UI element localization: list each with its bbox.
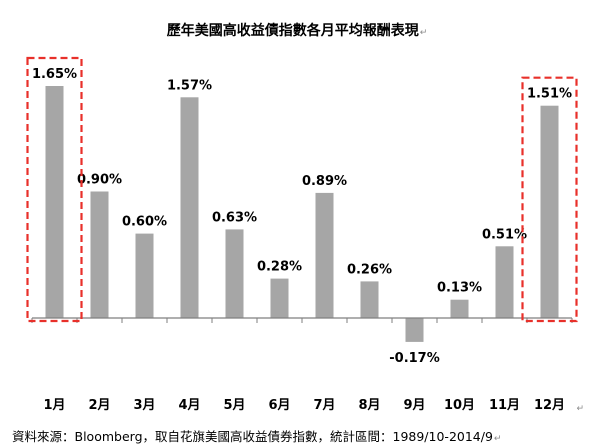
category-label-8: 8月: [358, 398, 380, 413]
highlight-box-12: [521, 76, 578, 323]
data-label-7: 0.89%: [302, 174, 347, 189]
data-label-4: 1.57%: [167, 78, 212, 93]
data-label-11: 0.51%: [482, 227, 527, 242]
category-label-11: 11月: [489, 398, 520, 413]
category-label-4: 4月: [178, 398, 200, 413]
data-label-1: 1.65%: [32, 67, 77, 82]
category-label-7: 7月: [313, 398, 335, 413]
bar-8: [360, 281, 379, 318]
data-label-12: 1.51%: [527, 87, 572, 102]
category-label-10: 10月: [444, 398, 475, 413]
bar-7: [315, 192, 334, 318]
bar-12: [540, 105, 559, 318]
source-return-mark-icon: ↵: [493, 434, 502, 444]
data-label-6: 0.28%: [257, 260, 302, 275]
bar-5: [225, 229, 244, 318]
data-label-9: -0.17%: [389, 351, 440, 366]
bar-11: [495, 246, 514, 318]
category-label-9: 9月: [403, 398, 425, 413]
category-label-5: 5月: [223, 398, 245, 413]
category-label-3: 3月: [133, 398, 155, 413]
highlight-box-1: [26, 56, 83, 323]
bar-3: [135, 233, 154, 318]
data-label-5: 0.63%: [212, 210, 257, 225]
data-label-2: 0.90%: [77, 173, 122, 188]
bar-2: [90, 191, 109, 318]
chart-title-row: 歷年美國高收益債指數各月平均報酬表現↵: [0, 20, 594, 40]
chart-title: 歷年美國高收益債指數各月平均報酬表現: [166, 23, 419, 39]
bar-9: [405, 318, 424, 342]
bar-10: [450, 299, 469, 318]
source-line: 資料來源：Bloomberg，取自花旗美國高收益債券指數，統計區間：1989/1…: [12, 426, 501, 445]
category-label-12: 12月: [534, 398, 565, 413]
category-label-6: 6月: [268, 398, 290, 413]
bar-6: [270, 278, 289, 318]
source-note: 資料來源：Bloomberg，取自花旗美國高收益債券指數，統計區間：1989/1…: [12, 429, 493, 444]
corner-return-mark-icon: ↵: [576, 404, 584, 414]
data-label-10: 0.13%: [437, 281, 482, 296]
bar-1: [45, 86, 64, 318]
bar-4: [180, 97, 199, 318]
category-label-2: 2月: [88, 398, 110, 413]
data-label-8: 0.26%: [347, 262, 392, 277]
data-label-3: 0.60%: [122, 215, 167, 230]
return-mark-icon: ↵: [419, 28, 428, 38]
category-label-1: 1月: [43, 398, 65, 413]
